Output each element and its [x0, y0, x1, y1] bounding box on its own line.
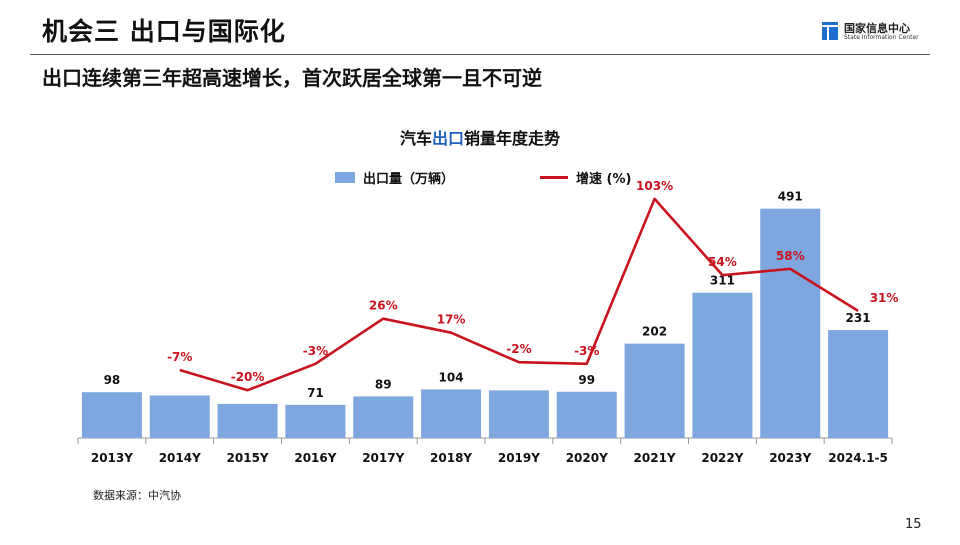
growth-rate-label: -3% [303, 344, 328, 358]
x-tick-label: 2024.1-5 [828, 451, 888, 465]
x-tick-label: 2022Y [701, 451, 743, 465]
chart-title-highlight: 出口 [431, 129, 464, 148]
bar-export-volume [149, 395, 210, 438]
bar-value-label: 89 [375, 377, 392, 391]
bar-export-volume [353, 396, 414, 438]
growth-rate-label: -2% [506, 342, 531, 356]
x-tick-label: 2021Y [634, 451, 676, 465]
bar-value-label: 311 [710, 274, 735, 288]
x-tick-label: 2016Y [294, 451, 336, 465]
growth-rate-label: 26% [369, 299, 398, 313]
page-subtitle: 出口连续第三年超高速增长，首次跃居全球第一且不可逆 [42, 66, 542, 90]
bar-export-volume [624, 343, 685, 438]
logo-name-en: State Information Center [844, 34, 919, 41]
legend-label-export-volume: 出口量（万辆） [363, 172, 455, 187]
growth-rate-label: 58% [776, 249, 805, 263]
page-number: 15 [905, 517, 922, 532]
legend-item-export-volume: 出口量（万辆） [335, 168, 454, 187]
bar-export-volume [421, 389, 482, 438]
growth-rate-label: 103% [636, 179, 673, 193]
x-tick-label: 2018Y [430, 451, 472, 465]
growth-rate-label: -3% [574, 344, 599, 358]
x-tick-label: 2017Y [362, 451, 404, 465]
logo-name-cn: 国家信息中心 [844, 22, 910, 35]
growth-rate-label: 17% [437, 313, 466, 327]
growth-rate-label: -20% [231, 370, 265, 384]
bar-export-volume [556, 391, 617, 438]
legend-label-growth-rate: 增速 (%) [576, 172, 632, 187]
growth-rate-label: 54% [708, 255, 737, 269]
logo-mark-icon [822, 22, 838, 40]
x-tick-label: 2013Y [91, 451, 133, 465]
bar-export-volume [692, 292, 753, 438]
growth-rate-line [179, 197, 859, 392]
bar-value-label: 98 [104, 373, 121, 387]
bar-export-volume [217, 403, 278, 438]
growth-rate-label: -7% [167, 350, 192, 364]
bar-value-label: 202 [642, 325, 667, 339]
bar-export-volume [828, 330, 889, 438]
chart-title: 汽车出口销量年度走势 [0, 125, 960, 149]
bar-export-volume [285, 404, 346, 438]
chart-title-prefix: 汽车 [399, 129, 432, 148]
bar-export-volume [760, 208, 821, 438]
bar-value-label: 104 [439, 370, 464, 384]
bar-export-volume [81, 392, 142, 438]
header-divider [30, 54, 930, 55]
bar-value-label: 231 [846, 311, 871, 325]
x-tick-label: 2023Y [769, 451, 811, 465]
legend-item-growth-rate: 增速 (%) [540, 168, 631, 187]
legend-bar-swatch [335, 172, 355, 183]
bar-value-label: 71 [307, 386, 324, 400]
legend-line-swatch [540, 176, 568, 179]
x-tick-label: 2020Y [566, 451, 608, 465]
bar-value-label: 99 [578, 373, 595, 387]
bar-value-label: 491 [778, 190, 803, 204]
page-title: 机会三 出口与国际化 [42, 17, 286, 46]
data-source-note: 数据来源：中汽协 [93, 489, 181, 502]
x-tick-label: 2019Y [498, 451, 540, 465]
x-tick-label: 2014Y [159, 451, 201, 465]
bar-export-volume [488, 390, 549, 438]
growth-rate-label: 31% [870, 291, 899, 305]
state-information-center-logo: 国家信息中心 State Information Center [822, 20, 932, 44]
x-tick-label: 2015Y [227, 451, 269, 465]
chart-title-suffix: 销量年度走势 [464, 129, 561, 148]
